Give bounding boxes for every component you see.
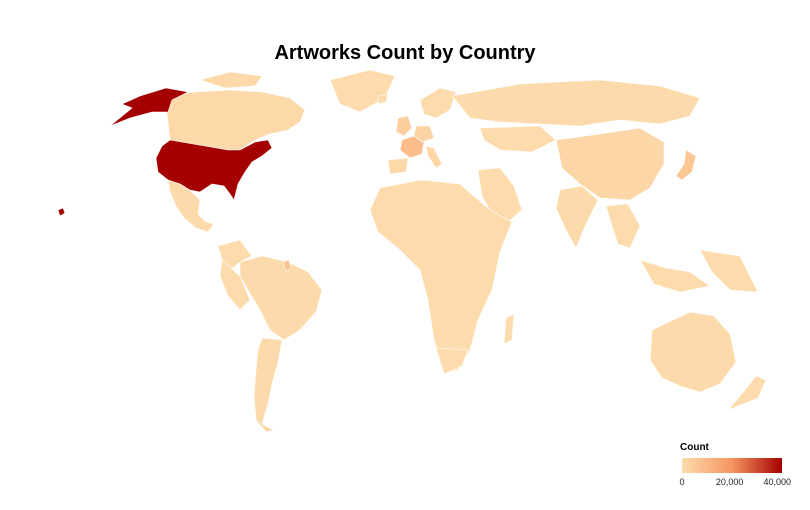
legend-tick-label: 0 (679, 477, 685, 487)
region-iceland-other (377, 93, 389, 105)
region-united-states (155, 139, 273, 201)
region-southeast-asia-1 (639, 259, 711, 293)
region-southeast-asia-2 (699, 249, 759, 293)
region-australia (649, 311, 737, 393)
region-argentina (253, 337, 283, 433)
regions-layer (57, 69, 767, 433)
region-mexico (167, 179, 215, 233)
region-japan (675, 149, 697, 181)
region-southeast-asia (605, 203, 641, 249)
region-peru (219, 259, 251, 311)
region-canada (164, 89, 306, 151)
region-south-africa (435, 347, 469, 375)
region-russia (451, 79, 701, 127)
region-germany (413, 125, 435, 143)
chart-title: Artworks Count by Country (274, 42, 536, 64)
legend-tick-label: 20,000 (715, 477, 744, 487)
region-spain (387, 157, 409, 175)
region-china (555, 127, 665, 201)
region-greenland (329, 69, 396, 113)
region-new-zealand (727, 375, 767, 411)
region-india (555, 185, 599, 249)
legend-tick-label: 40,000 (763, 477, 791, 487)
region-madagascar (503, 313, 515, 345)
region-brazil (239, 255, 323, 341)
region-middle-east (477, 167, 523, 223)
region-united-kingdom (395, 115, 413, 137)
region-united-states-1 (109, 87, 189, 127)
region-united-states-2 (57, 207, 66, 217)
region-french-guiana (282, 259, 292, 273)
region-kazakhstan (479, 125, 557, 153)
legend-title: Count (680, 442, 709, 453)
legend-colorbar (682, 458, 782, 473)
legend: Count 0 20,000 40,000 (679, 442, 791, 492)
region-canada-1 (198, 71, 263, 89)
region-scandinavia (419, 87, 457, 119)
region-italy (425, 145, 443, 169)
